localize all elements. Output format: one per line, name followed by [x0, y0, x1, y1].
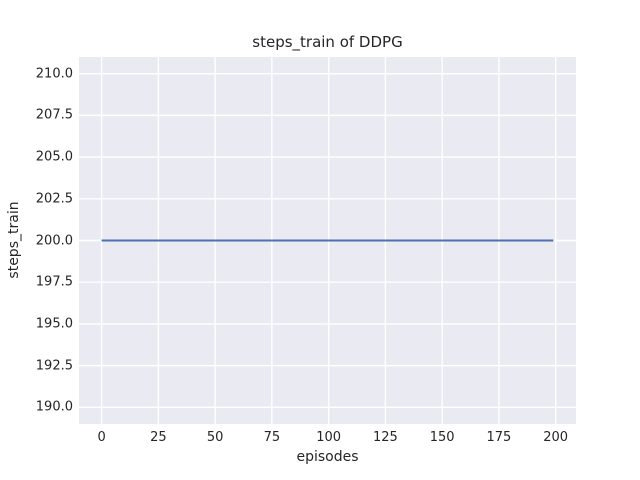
y-tick-label: 195.0 — [35, 316, 73, 332]
y-tick-label: 190.0 — [35, 399, 73, 415]
x-tick-label: 50 — [206, 430, 224, 445]
x-tick-label: 175 — [486, 430, 512, 445]
x-tick-label: 25 — [150, 430, 167, 445]
y-tick-label: 192.5 — [35, 358, 73, 374]
plot-canvas — [79, 57, 576, 424]
x-tick-label: 75 — [263, 430, 281, 445]
chart-title: steps_train of DDPG — [252, 33, 403, 51]
x-tick-label: 125 — [372, 430, 398, 445]
y-tick-label: 200.0 — [35, 233, 73, 248]
y-tick-label: 205.0 — [35, 149, 73, 165]
x-tick-label: 100 — [316, 430, 342, 445]
y-axis-label: steps_train — [6, 201, 22, 279]
x-axis-label: episodes — [296, 449, 359, 465]
y-tick-label: 207.5 — [35, 107, 73, 123]
plot-area — [79, 57, 576, 424]
y-tick-label: 210.0 — [35, 66, 73, 82]
x-tick-label: 200 — [543, 430, 569, 445]
y-tick-label: 202.5 — [35, 191, 73, 207]
x-tick-label: 150 — [429, 430, 455, 445]
x-tick-label: 0 — [97, 430, 106, 445]
y-tick-label: 197.5 — [35, 274, 73, 290]
